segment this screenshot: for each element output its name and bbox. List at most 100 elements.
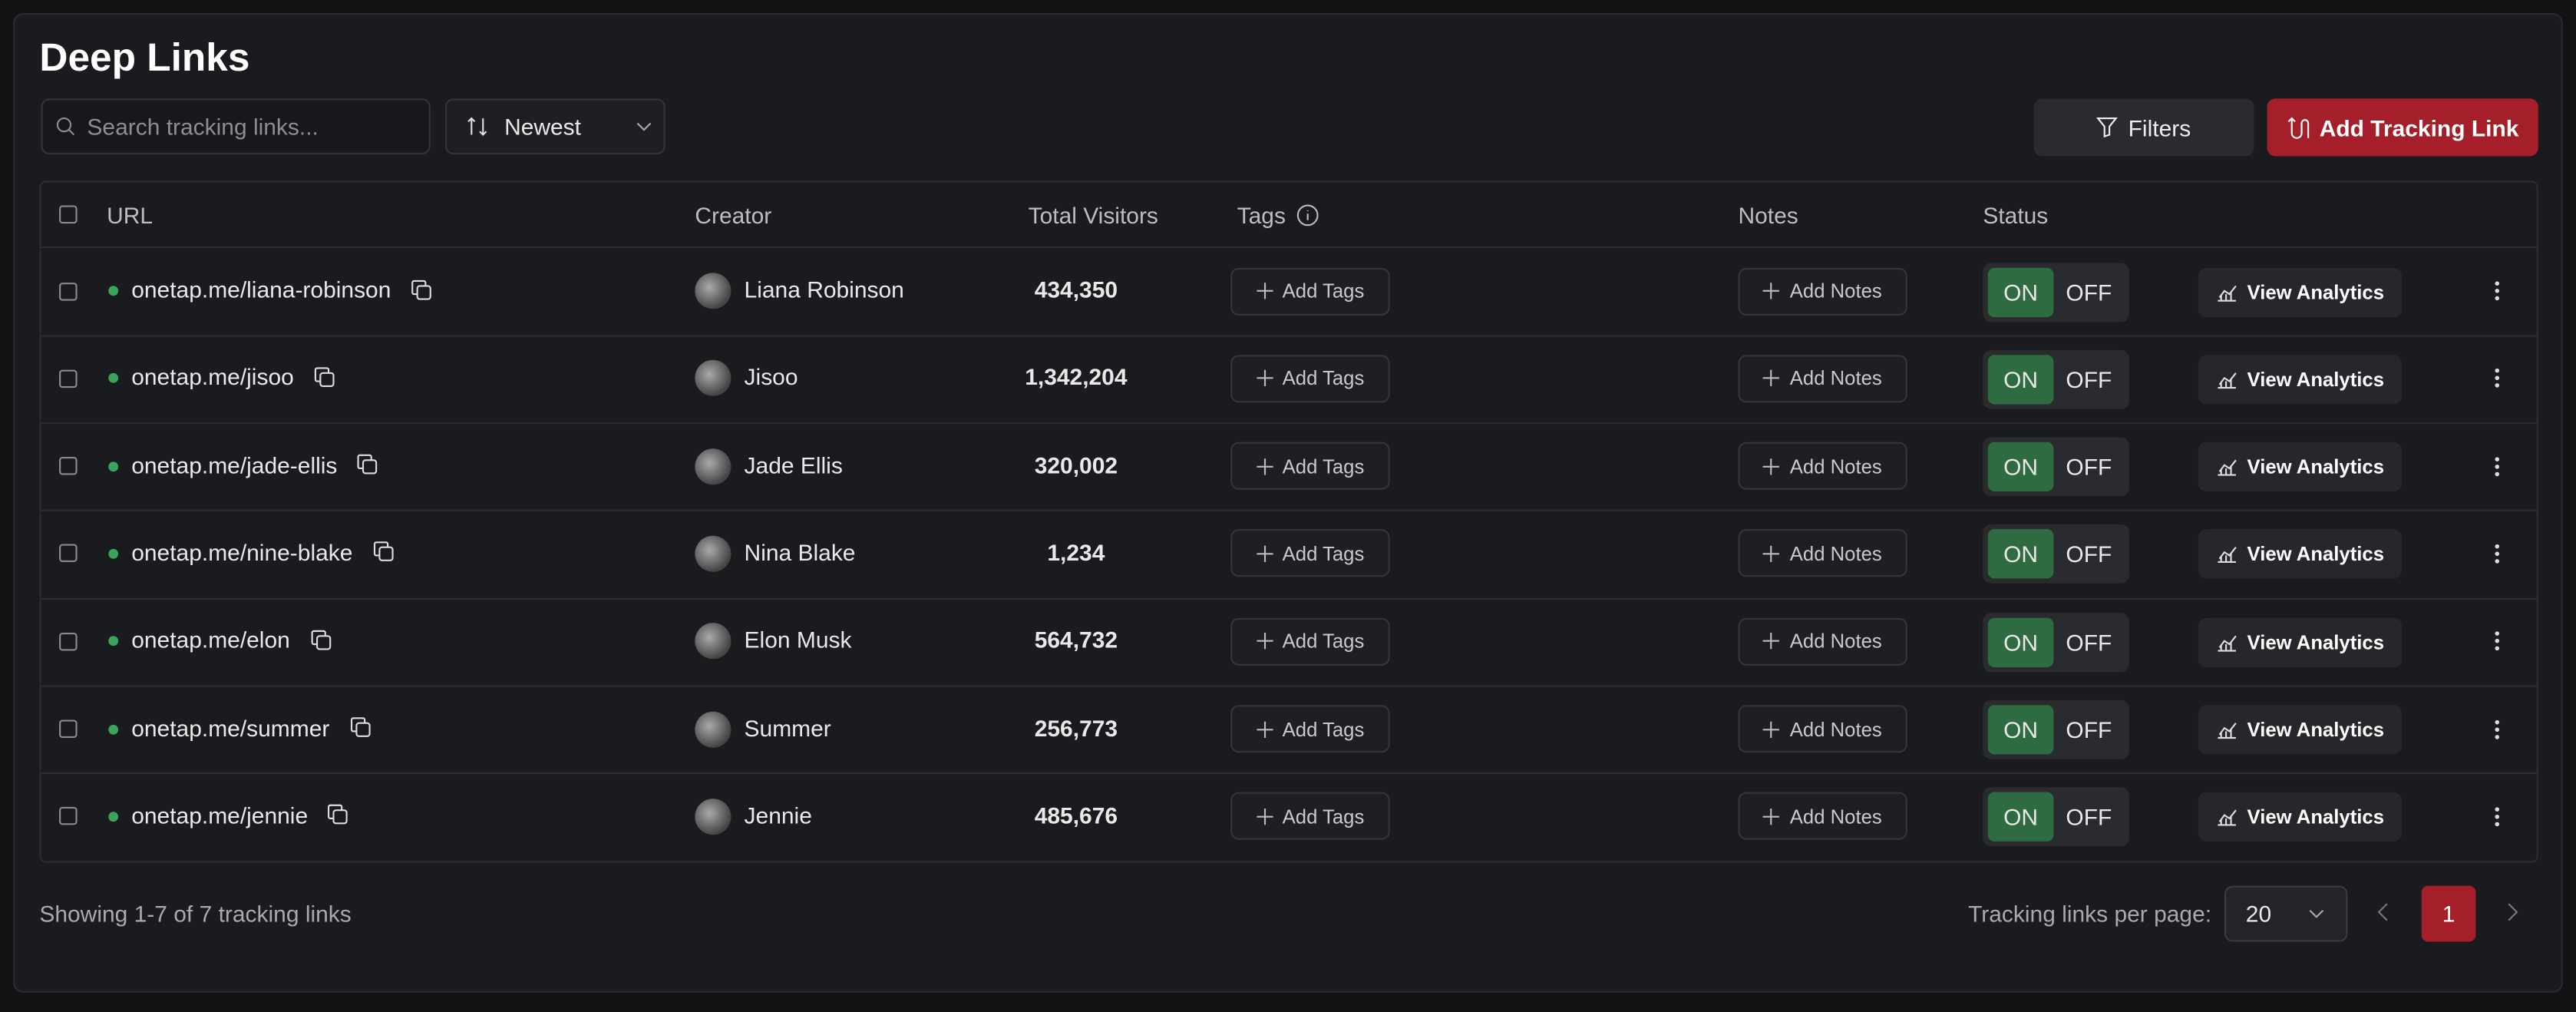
add-notes-button[interactable]: Add Notes xyxy=(1738,442,1907,491)
add-notes-button[interactable]: Add Notes xyxy=(1738,705,1907,753)
status-toggle[interactable]: ON OFF xyxy=(1983,787,2129,847)
add-link-button[interactable]: Add Tracking Link xyxy=(2267,98,2538,157)
status-toggle[interactable]: ON OFF xyxy=(1983,349,2129,409)
row-checkbox[interactable] xyxy=(59,807,78,826)
view-analytics-button[interactable]: View Analytics xyxy=(2198,530,2403,580)
divider xyxy=(41,246,2537,249)
row-menu[interactable] xyxy=(2494,806,2501,826)
add-tags-button[interactable]: Add Tags xyxy=(1230,266,1390,315)
creator: Jisoo xyxy=(744,363,798,390)
creator: Liana Robinson xyxy=(744,276,904,303)
url-cell: onetap.me/nine-blake xyxy=(131,539,394,565)
row-checkbox[interactable] xyxy=(59,544,78,563)
add-tags-button[interactable]: Add Tags xyxy=(1230,530,1390,578)
row-checkbox[interactable] xyxy=(59,632,78,650)
status-dot xyxy=(108,286,119,296)
row-menu[interactable] xyxy=(2494,281,2501,301)
add-tags-label: Add Tags xyxy=(1282,542,1365,566)
add-notes-button[interactable]: Add Notes xyxy=(1738,617,1907,666)
add-notes-label: Add Notes xyxy=(1789,717,1882,741)
on-option[interactable]: ON xyxy=(1987,442,2054,492)
copy-button[interactable] xyxy=(372,541,394,563)
view-analytics-button[interactable]: View Analytics xyxy=(2198,442,2403,492)
add-tags-button[interactable]: Add Tags xyxy=(1230,354,1390,402)
url: onetap.me/elon xyxy=(131,626,290,653)
view-analytics-button[interactable]: View Analytics xyxy=(2198,617,2403,667)
filters-button[interactable]: Filters xyxy=(2033,98,2254,157)
copy-button[interactable] xyxy=(310,629,332,650)
off-option[interactable]: OFF xyxy=(2053,804,2124,830)
column-header: Notes xyxy=(1738,202,1798,228)
row-menu[interactable] xyxy=(2494,719,2501,739)
status-dot xyxy=(108,723,119,734)
add-tags-button[interactable]: Add Tags xyxy=(1230,442,1390,491)
on-option[interactable]: ON xyxy=(1987,354,2054,405)
summary: Showing 1-7 of 7 tracking links xyxy=(39,900,352,928)
row-menu[interactable] xyxy=(2494,456,2501,476)
select-all-checkbox[interactable] xyxy=(59,205,78,224)
add-notes-button[interactable]: Add Notes xyxy=(1738,530,1907,578)
on-option[interactable]: ON xyxy=(1987,266,2054,317)
page-title: Deep Links xyxy=(39,36,250,81)
add-notes-button[interactable]: Add Notes xyxy=(1738,792,1907,841)
off-option[interactable]: OFF xyxy=(2053,279,2124,305)
copy-button[interactable] xyxy=(328,804,349,825)
per-page-value: 20 xyxy=(2245,900,2272,928)
on-option[interactable]: ON xyxy=(1987,705,2054,755)
off-option[interactable]: OFF xyxy=(2053,366,2124,392)
on-option[interactable]: ON xyxy=(1987,617,2054,667)
status-toggle[interactable]: ON OFF xyxy=(1983,437,2129,497)
add-notes-button[interactable]: Add Notes xyxy=(1738,266,1907,315)
column-title: URL xyxy=(107,202,154,229)
creator: Summer xyxy=(744,713,831,741)
search-input[interactable]: Search tracking links... xyxy=(41,98,431,155)
status-toggle[interactable]: ON OFF xyxy=(1983,524,2129,584)
row-menu[interactable] xyxy=(2494,544,2501,564)
copy-button[interactable] xyxy=(411,279,432,300)
off-option[interactable]: OFF xyxy=(2053,716,2124,742)
view-analytics-label: View Analytics xyxy=(2247,367,2384,391)
visitors: 434,350 xyxy=(1034,276,1118,303)
visitors: 1,342,204 xyxy=(1025,363,1128,390)
add-tags-button[interactable]: Add Tags xyxy=(1230,705,1390,753)
copy-button[interactable] xyxy=(349,716,371,738)
url-cell: onetap.me/summer xyxy=(131,714,371,740)
status-toggle[interactable]: ON OFF xyxy=(1983,262,2129,322)
row-checkbox[interactable] xyxy=(59,457,78,475)
copy-button[interactable] xyxy=(313,366,335,388)
page-button[interactable]: 1 xyxy=(2421,885,2476,942)
column-header: Creator xyxy=(695,202,771,228)
next-page[interactable] xyxy=(2504,902,2520,922)
view-analytics-button[interactable]: View Analytics xyxy=(2198,792,2403,842)
search-placeholder: Search tracking links... xyxy=(87,113,319,140)
avatar xyxy=(695,448,732,485)
creator: Jennie xyxy=(744,802,812,828)
status-toggle[interactable]: ON OFF xyxy=(1983,699,2129,759)
off-option[interactable]: OFF xyxy=(2053,541,2124,567)
per-page-select[interactable]: 20 xyxy=(2224,885,2348,942)
status-toggle[interactable]: ON OFF xyxy=(1983,612,2129,672)
prev-page[interactable] xyxy=(2376,902,2392,922)
avatar xyxy=(695,798,732,835)
off-option[interactable]: OFF xyxy=(2053,629,2124,655)
on-option[interactable]: ON xyxy=(1987,530,2054,580)
filters-label: Filters xyxy=(2128,114,2191,141)
copy-button[interactable] xyxy=(357,454,378,475)
view-analytics-button[interactable]: View Analytics xyxy=(2198,354,2403,405)
row-menu[interactable] xyxy=(2494,369,2501,389)
add-notes-button[interactable]: Add Notes xyxy=(1738,354,1907,402)
on-option[interactable]: ON xyxy=(1987,792,2054,842)
row-checkbox[interactable] xyxy=(59,369,78,388)
row-checkbox[interactable] xyxy=(59,282,78,300)
add-tags-button[interactable]: Add Tags xyxy=(1230,792,1390,841)
off-option[interactable]: OFF xyxy=(2053,454,2124,480)
view-analytics-button[interactable]: View Analytics xyxy=(2198,266,2403,317)
row-checkbox[interactable] xyxy=(59,719,78,738)
avatar xyxy=(695,535,732,572)
add-tags-button[interactable]: Add Tags xyxy=(1230,617,1390,666)
sort-select[interactable]: Newest xyxy=(445,98,665,155)
view-analytics-button[interactable]: View Analytics xyxy=(2198,705,2403,755)
on-label: ON xyxy=(2003,365,2039,393)
row-menu[interactable] xyxy=(2494,631,2501,651)
